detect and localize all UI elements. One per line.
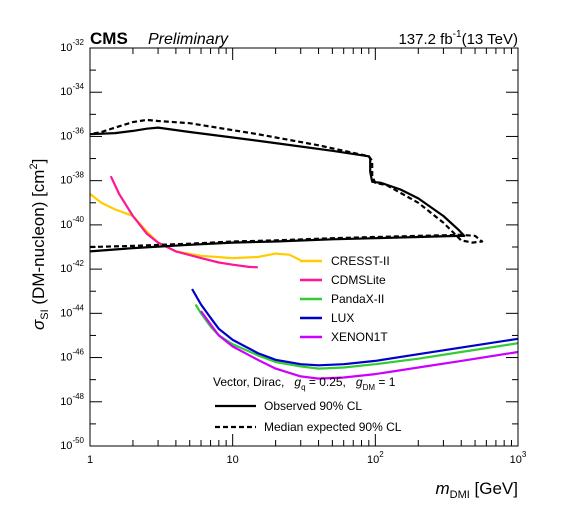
preliminary-label: Preliminary xyxy=(148,31,229,48)
y-axis-subscript: SI xyxy=(39,309,51,319)
series-cresst-ii xyxy=(89,193,302,262)
legend-label-2: PandaX-II xyxy=(331,292,384,306)
y-tick-label-1: 10-48 xyxy=(60,392,84,408)
y-tick-label-5: 10-40 xyxy=(60,215,84,231)
x-axis-title: mDMI [GeV] xyxy=(435,479,518,501)
y-tick-label-9: 10-32 xyxy=(60,38,84,54)
lumi-exponent: -1 xyxy=(453,29,462,40)
x-tick-label-2: 102 xyxy=(367,450,384,466)
tick-labels-layer: 1 10 102 103 10-50 10-48 10-46 10-44 10-42 10-40 1… xyxy=(60,38,527,466)
y-tick-label-7: 10-36 xyxy=(60,126,84,142)
cms-label: CMS xyxy=(90,29,128,48)
gdm-subscript: DM xyxy=(363,383,376,392)
series-layer xyxy=(89,118,519,380)
x-tick-label-3: 103 xyxy=(510,450,527,466)
y-axis-superscript: 2 xyxy=(28,163,40,169)
legend-label-1: CDMSLite xyxy=(331,273,386,287)
legend: CRESST-II CDMSLite PandaX-II LUX XENON1T xyxy=(300,254,390,344)
x-axis-subscript: DMI xyxy=(450,489,470,501)
series-observed-90-cl xyxy=(89,126,466,253)
lumi-value: 137.2 fb xyxy=(398,31,452,48)
y-axis-symbol: σ xyxy=(29,319,48,330)
y-tick-label-8: 10-34 xyxy=(60,82,84,98)
ticks-layer xyxy=(89,47,518,447)
lumi-energy: (13 TeV) xyxy=(462,31,518,48)
legend-label-0: CRESST-II xyxy=(331,254,390,268)
expected-legend-label: Median expected 90% CL xyxy=(264,420,402,434)
y-tick-label-3: 10-44 xyxy=(60,303,84,319)
y-tick-label-4: 10-42 xyxy=(60,259,84,275)
gdm-symbol: g xyxy=(356,375,363,389)
gdm-value: = 1 xyxy=(375,375,396,389)
model-text: Vector, Dirac, gq = 0.25, gDM = 1 xyxy=(213,375,396,392)
y-axis-close: ] xyxy=(29,159,48,164)
legend-label-4: XENON1T xyxy=(331,330,388,344)
x-tick-label-1: 10 xyxy=(227,454,239,466)
gq-subscript: q xyxy=(301,383,305,392)
gq-symbol: g xyxy=(294,375,301,389)
x-axis-unit: [GeV] xyxy=(470,479,518,498)
y-tick-label-0: 10-50 xyxy=(60,436,84,452)
series-cdmslite xyxy=(109,175,258,269)
lumi-label: 137.2 fb-1(13 TeV) xyxy=(398,29,518,48)
legend-label-3: LUX xyxy=(331,311,354,325)
x-axis-symbol: m xyxy=(435,479,449,498)
gq-value: = 0.25, xyxy=(306,375,346,389)
y-tick-label-6: 10-38 xyxy=(60,171,84,187)
model-prefix: Vector, Dirac, xyxy=(213,375,284,389)
x-tick-label-0: 1 xyxy=(87,454,93,466)
series-median-expected-90-cl xyxy=(89,118,484,249)
series-lux xyxy=(191,288,519,367)
y-tick-label-2: 10-46 xyxy=(60,348,84,364)
series-xenon1t xyxy=(200,310,519,380)
y-axis-title: σSI (DM-nucleon) [cm2] xyxy=(28,159,51,330)
y-axis-text: (DM-nucleon) [cm xyxy=(29,170,48,310)
observed-legend-label: Observed 90% CL xyxy=(264,399,362,413)
